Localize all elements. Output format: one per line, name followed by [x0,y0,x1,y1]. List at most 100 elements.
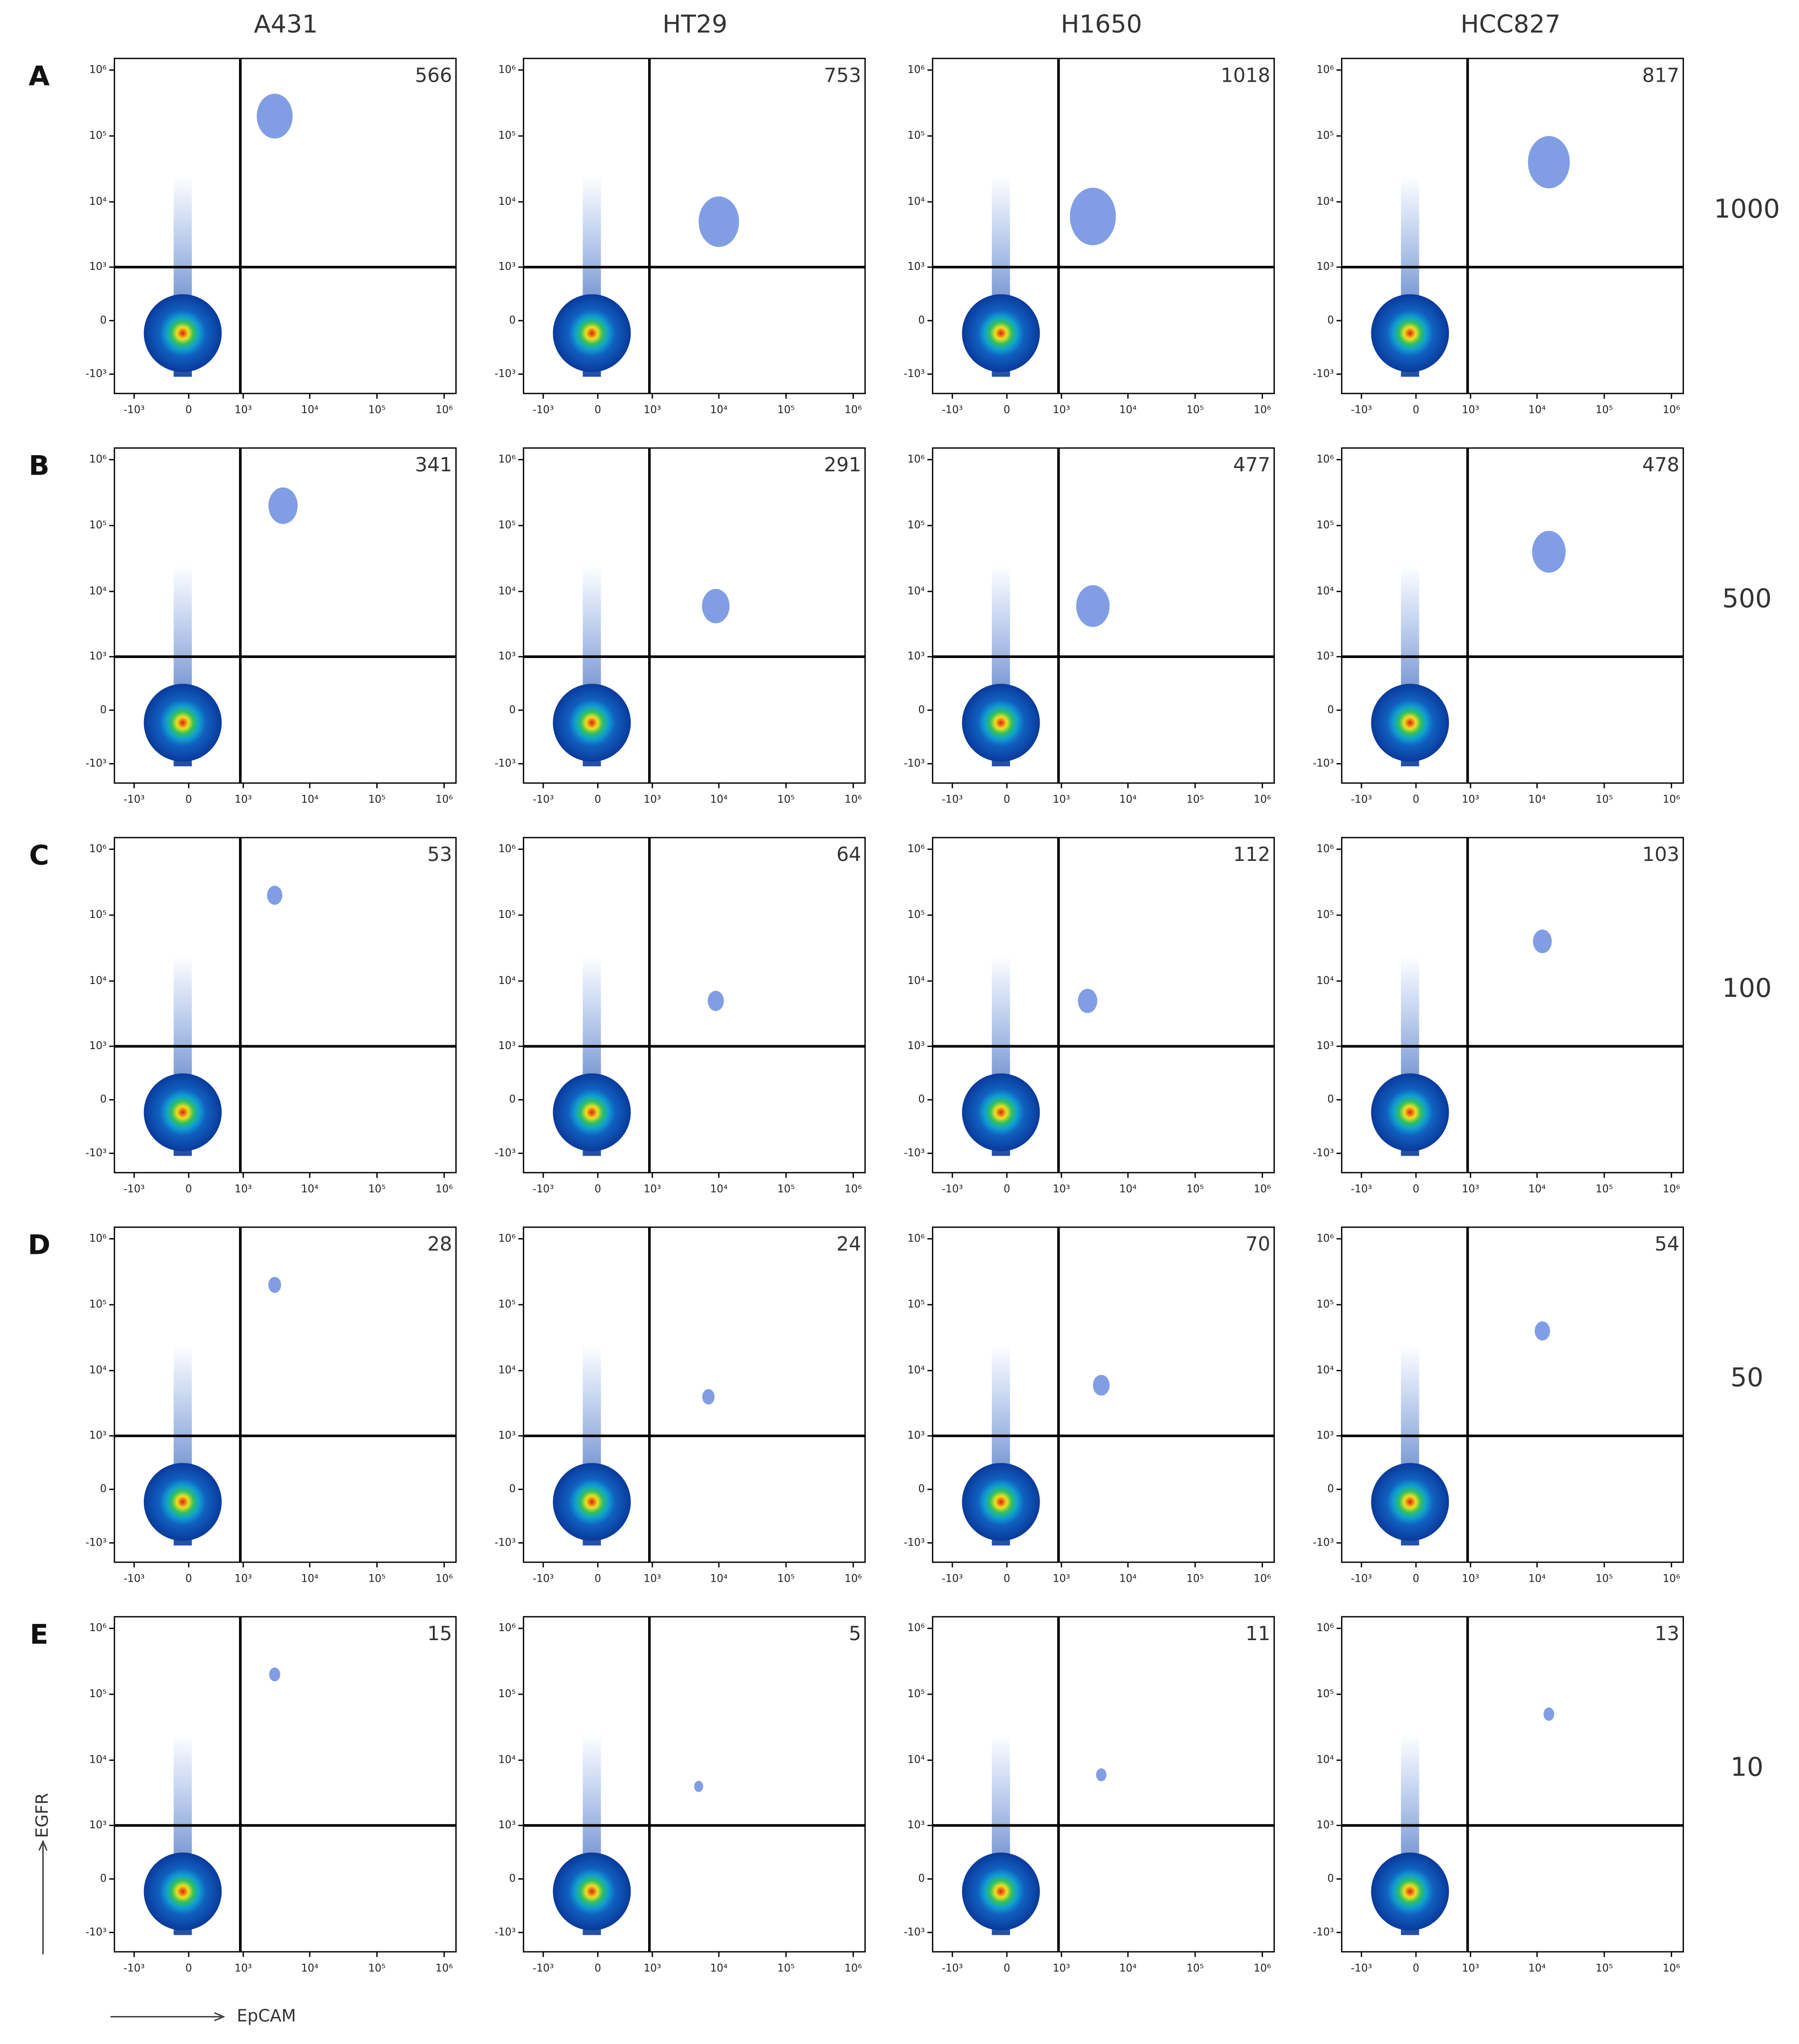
panel: -10³ 0 10³ 10⁴ 10⁵ 10⁶ -10³ 0 10³ 10⁴ 10⁵ 10⁶ 15 [86,1616,457,1974]
x-tick-label: 10⁵ [1187,1184,1204,1195]
positive-cluster [1533,929,1552,954]
x-tick-label: -10³ [942,404,963,416]
x-tick-label: 10⁴ [1119,1573,1137,1585]
panel: -10³ 0 10³ 10⁴ 10⁵ 10⁶ -10³ 0 10³ 10⁴ 10⁵ 10⁶ 477 [904,447,1275,806]
y-tick-label: 10³ [89,1040,107,1052]
x-tick-label: 0 [594,1573,601,1585]
y-tick-label: -10³ [904,1537,925,1548]
y-tick-label: 0 [100,1873,106,1885]
x-tick-label: 0 [594,794,601,806]
panel: -10³ 0 10³ 10⁴ 10⁵ 10⁶ -10³ 0 10³ 10⁴ 10⁵ 10⁶ 817 [1313,57,1684,416]
x-tick-label: 10⁶ [435,1184,453,1195]
x-tick-label: 10⁴ [710,1962,728,1974]
y-tick-label: 10⁴ [1317,196,1334,208]
y-tick-label: 10⁵ [908,1688,925,1700]
x-tick-label: 10³ [644,404,661,416]
x-tick-label: 10⁶ [844,794,862,806]
row-letter: D [28,1229,50,1261]
row-value: 50 [1731,1362,1764,1393]
x-tick-label: 10³ [1462,404,1479,416]
x-tick-label: 10⁵ [777,1184,795,1195]
y-tick-label: -10³ [86,368,106,380]
x-tick-label: 10⁴ [710,1573,728,1585]
x-tick-label: 10⁶ [1254,1573,1271,1585]
positive-cluster [702,589,730,623]
y-tick-label: -10³ [495,757,516,769]
y-tick-label: 0 [509,704,516,716]
y-tick-label: -10³ [1313,1926,1334,1938]
x-tick-label: -10³ [1351,794,1372,806]
x-tick-label: 10³ [1462,794,1479,806]
panel: -10³ 0 10³ 10⁴ 10⁵ 10⁶ -10³ 0 10³ 10⁴ 10⁵ 10⁶ 24 [495,1226,866,1585]
y-tick-label: 10⁴ [908,975,925,987]
x-tick-label: 10³ [644,1962,661,1974]
y-tick-label: -10³ [1313,757,1334,769]
x-tick-label: 10⁵ [1187,794,1204,806]
x-tick-label: 0 [185,1573,192,1585]
density-cloud [962,1463,1040,1541]
y-tick-label: -10³ [904,1147,925,1159]
y-tick-label: 10³ [908,1430,925,1442]
column-header: H1650 [1061,10,1142,39]
y-tick-label: 10⁶ [498,1232,516,1244]
x-tick-label: -10³ [124,794,144,806]
x-tick-label: 10³ [235,1962,252,1974]
y-tick-label: 10⁵ [89,1299,107,1310]
positive-cluster [1093,1375,1110,1396]
event-count: 13 [1655,1622,1679,1645]
x-tick-label: 0 [1004,1184,1010,1195]
positive-cluster [1078,988,1098,1013]
x-tick-label: 10⁶ [844,1184,862,1195]
positive-cluster [1528,136,1570,189]
y-tick-label: 10⁵ [1317,519,1334,531]
y-tick-label: 10⁴ [1317,1365,1334,1376]
y-tick-label: 10⁴ [1317,1754,1334,1766]
y-tick-label: 10⁶ [1317,1232,1334,1244]
event-count: 54 [1655,1232,1679,1255]
x-tick-label: -10³ [1351,1573,1372,1585]
x-tick-label: 10⁴ [1528,1184,1546,1195]
x-tick-label: 10⁵ [368,1573,386,1585]
y-tick-label: 10⁵ [1317,909,1334,921]
x-tick-label: 10⁶ [844,404,862,416]
x-tick-label: 10⁶ [1254,794,1271,806]
y-tick-label: 10⁴ [1317,975,1334,987]
y-tick-label: 10³ [498,1430,516,1442]
x-tick-label: 10⁴ [1119,1962,1137,1974]
x-tick-label: 10⁴ [1119,794,1137,806]
panel: -10³ 0 10³ 10⁴ 10⁵ 10⁶ -10³ 0 10³ 10⁴ 10⁵ 10⁶ 1018 [904,57,1275,416]
y-tick-label: 0 [1327,315,1334,326]
x-tick-label: 10⁶ [435,794,453,806]
x-tick-label: 10⁴ [710,404,728,416]
y-tick-label: 10⁶ [498,843,516,855]
positive-cluster [268,487,298,524]
x-tick-label: 10⁴ [1528,404,1546,416]
y-tick-label: 10⁵ [908,519,925,531]
x-tick-label: 0 [185,1184,192,1195]
x-tick-label: 0 [1004,794,1010,806]
y-tick-label: 10³ [89,650,107,662]
event-count: 478 [1642,453,1679,476]
x-tick-label: 10⁴ [1528,1573,1546,1585]
y-tick-label: 10⁴ [89,585,107,597]
y-tick-label: 10⁵ [89,130,107,142]
y-tick-label: 10⁶ [89,843,107,855]
y-tick-label: -10³ [904,757,925,769]
y-tick-label: 10⁴ [908,1754,925,1766]
x-tick-label: 10⁶ [1663,1573,1680,1585]
panel: -10³ 0 10³ 10⁴ 10⁵ 10⁶ -10³ 0 10³ 10⁴ 10⁵ 10⁶ 53 [86,837,457,1195]
x-tick-label: 10⁵ [1187,404,1204,416]
x-tick-label: -10³ [533,1184,554,1195]
plot-border [932,837,1275,1174]
x-tick-label: 10³ [1053,1573,1071,1585]
x-tick-label: -10³ [942,1184,963,1195]
y-tick-label: -10³ [495,1926,516,1938]
positive-cluster [1096,1768,1107,1782]
y-tick-label: 10³ [908,650,925,662]
column-header: HCC827 [1461,10,1561,39]
panel: -10³ 0 10³ 10⁴ 10⁵ 10⁶ -10³ 0 10³ 10⁴ 10⁵ 10⁶ 11 [904,1616,1275,1974]
row-letter: C [29,839,49,871]
x-tick-label: 10⁶ [1254,1184,1271,1195]
y-tick-label: 10³ [498,650,516,662]
